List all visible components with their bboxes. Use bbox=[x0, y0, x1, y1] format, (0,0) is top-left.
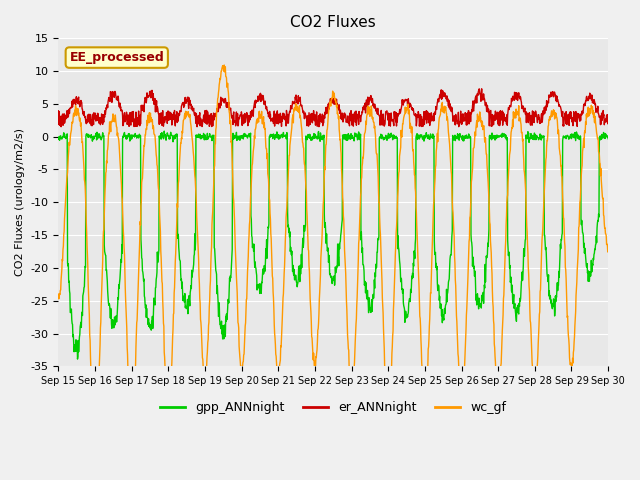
er_ANNnight bbox=[163, 120, 171, 126]
wc_gf bbox=[492, 354, 499, 360]
gpp_ANNnight bbox=[419, 134, 427, 140]
gpp_ANNnight bbox=[161, 128, 168, 134]
wc_gf bbox=[239, 360, 247, 365]
gpp_ANNnight bbox=[239, 132, 247, 138]
Line: er_ANNnight: er_ANNnight bbox=[58, 89, 608, 127]
er_ANNnight bbox=[604, 116, 612, 122]
wc_gf bbox=[92, 443, 99, 449]
er_ANNnight bbox=[492, 118, 499, 123]
Text: EE_processed: EE_processed bbox=[69, 51, 164, 64]
er_ANNnight bbox=[478, 86, 486, 92]
Line: gpp_ANNnight: gpp_ANNnight bbox=[58, 131, 608, 359]
gpp_ANNnight bbox=[604, 136, 612, 142]
wc_gf bbox=[604, 243, 612, 249]
Y-axis label: CO2 Fluxes (urology/m2/s): CO2 Fluxes (urology/m2/s) bbox=[15, 128, 25, 276]
wc_gf bbox=[54, 291, 62, 297]
er_ANNnight bbox=[177, 108, 184, 114]
gpp_ANNnight bbox=[540, 134, 547, 140]
gpp_ANNnight bbox=[177, 276, 185, 282]
Legend: gpp_ANNnight, er_ANNnight, wc_gf: gpp_ANNnight, er_ANNnight, wc_gf bbox=[155, 396, 511, 419]
er_ANNnight bbox=[239, 112, 246, 118]
gpp_ANNnight bbox=[74, 356, 81, 362]
gpp_ANNnight bbox=[164, 133, 172, 139]
wc_gf bbox=[419, 389, 427, 395]
er_ANNnight bbox=[54, 108, 62, 114]
Line: wc_gf: wc_gf bbox=[58, 65, 608, 446]
gpp_ANNnight bbox=[492, 137, 499, 143]
er_ANNnight bbox=[419, 123, 427, 129]
wc_gf bbox=[164, 400, 172, 406]
er_ANNnight bbox=[193, 124, 201, 130]
wc_gf bbox=[177, 141, 185, 146]
wc_gf bbox=[220, 62, 228, 68]
gpp_ANNnight bbox=[54, 136, 62, 142]
Title: CO2 Fluxes: CO2 Fluxes bbox=[291, 15, 376, 30]
wc_gf bbox=[540, 204, 547, 209]
er_ANNnight bbox=[540, 112, 547, 118]
